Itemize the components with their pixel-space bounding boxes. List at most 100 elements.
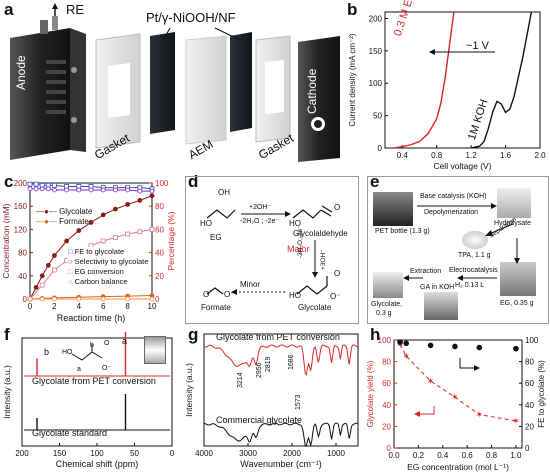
reaction-scheme xyxy=(206,205,333,295)
formate-ominus: O⁻ xyxy=(224,290,235,299)
ytick-label-b: 0 xyxy=(378,144,383,153)
indicator-arrow-right-h xyxy=(459,358,474,369)
point-c-3 xyxy=(39,186,45,192)
point-c-0 xyxy=(64,238,69,244)
point-c-0 xyxy=(52,253,57,258)
formate-o: O xyxy=(203,290,210,299)
peak-b-label: b xyxy=(44,347,50,357)
point-c-5 xyxy=(125,296,130,302)
re-label: RE xyxy=(66,2,85,17)
ytick-label-h: 40 xyxy=(382,401,391,410)
extraction-label: Extraction xyxy=(410,268,442,275)
xtick-label-c: 6 xyxy=(101,302,106,311)
xtick-label-h: 0.8 xyxy=(486,451,498,460)
point-h-1 xyxy=(403,340,409,347)
point-c-3 xyxy=(113,187,118,193)
electrolyzer-diagram xyxy=(10,3,340,162)
chart-h: 0.0 0.2 0.4 0.6 0.8 1.00204060801000204060801… xyxy=(366,336,546,472)
ytick-right-label-c: 80 xyxy=(155,202,164,211)
xtick-label-c: 2 xyxy=(52,302,57,311)
panel-label-g: g xyxy=(188,325,199,344)
ytick-right-label-c: 60 xyxy=(155,225,164,234)
xtick-label-g: 2000 xyxy=(283,449,301,458)
gly-ho: HO xyxy=(289,219,301,228)
series-line-g-0 xyxy=(203,344,359,376)
ytick-right-label-c: 40 xyxy=(155,249,164,258)
ga-koh-photo xyxy=(424,292,458,320)
ytick-right-label-c: 20 xyxy=(155,272,164,281)
ytick-label-h: 0 xyxy=(387,444,392,453)
xtick-label-h: 0.4 xyxy=(437,451,449,460)
xtick-label-b: 2.0 xyxy=(534,151,546,160)
major-label: Major xyxy=(287,244,310,254)
ytick-right-label-c: 0 xyxy=(155,295,160,304)
ir-peak-2956: 2956 xyxy=(256,362,263,378)
point-h-0: ✶ xyxy=(476,410,484,420)
xtick-label-g: 3000 xyxy=(239,449,257,458)
process-box xyxy=(367,176,549,324)
xtick-label-f: 150 xyxy=(53,449,67,458)
ytick-label-b: 50 xyxy=(373,112,382,121)
chart-c: 0 2 4 6 8 1004080120160200020406080100Reactio… xyxy=(1,179,176,323)
panel-label-d: d xyxy=(188,172,199,191)
point-c-4 xyxy=(149,227,155,232)
glycolate-out-label: Glycolate, xyxy=(371,301,403,308)
xtick-label-f: 0 xyxy=(170,449,175,458)
ytick-label-b: 200 xyxy=(369,14,383,23)
xtick-label-h: 0.0 xyxy=(388,451,400,460)
depolymerization: Depolymerization xyxy=(424,209,479,216)
panel-label-e: e xyxy=(370,172,380,191)
ytick-label-c: 160 xyxy=(14,202,28,211)
mol-o: O xyxy=(104,340,110,347)
chart-f: 200 150 100 50 0 Chemical shift (ppm) Intensit… xyxy=(2,332,175,469)
indicator-arrowhead-right-h xyxy=(474,365,480,371)
ylabel-b: Current density (mA cm⁻²) xyxy=(348,33,357,126)
step2-right: +3OH⁻ xyxy=(320,249,327,270)
xlabel-c: Reaction time (h) xyxy=(57,313,126,323)
ir-peak-3214: 3214 xyxy=(237,372,244,388)
mol-a: a xyxy=(77,366,81,373)
xlabel-b: Cell voltage (V) xyxy=(433,161,491,171)
point-c-3 xyxy=(149,188,155,194)
glycolate-structure-f xyxy=(71,351,103,361)
point-c-5 xyxy=(39,296,45,302)
xtick-label-f: 50 xyxy=(130,449,139,458)
glycolate-photo xyxy=(373,272,403,298)
indicator-arrow-left-h xyxy=(420,406,435,415)
ytick-label-h: 60 xyxy=(382,379,391,388)
hydrolysate-photo xyxy=(497,188,531,218)
panel-label-f: f xyxy=(4,325,10,344)
point-h-0: ✶ xyxy=(427,376,435,386)
formate-label: Formate xyxy=(201,303,231,312)
ytick-right-label-h: 20 xyxy=(525,422,534,431)
ytick-right-label-h: 80 xyxy=(525,358,534,367)
xtick-label-h: 0.2 xyxy=(413,451,425,460)
pet-bottle-photo xyxy=(373,192,413,226)
tpa-photo xyxy=(462,231,488,249)
point-h-0: ✶ xyxy=(451,392,459,402)
step2-left: -2H₂O;-2e⁻ xyxy=(297,225,304,258)
eg-oh: OH xyxy=(218,188,230,197)
legend-formate: —●— Formate xyxy=(36,217,89,226)
point-c-3 xyxy=(45,186,51,192)
series-line-b-1 xyxy=(470,11,533,149)
point-h-1 xyxy=(476,344,483,351)
tpa-label: TPA, 1.1 g xyxy=(458,252,491,259)
panel-label-a: a xyxy=(4,0,14,19)
minor-label: Minor xyxy=(240,280,261,289)
point-h-1 xyxy=(452,343,458,350)
base-catalysis: Base catalysis (KOH) xyxy=(420,193,487,200)
point-c-4 xyxy=(113,235,118,240)
eg-photo xyxy=(500,262,536,296)
point-c-0 xyxy=(125,202,130,207)
gly-o: O xyxy=(334,203,341,212)
ir-peak-1573: 1573 xyxy=(295,394,302,410)
series-line-b-0 xyxy=(393,11,455,149)
ylabel-right-h: FE to glycolate (%) xyxy=(537,360,546,428)
point-h-1 xyxy=(397,339,403,345)
xlabel-h: EG concentration (mol L⁻¹) xyxy=(407,462,509,472)
ytick-right-label-h: 40 xyxy=(525,401,534,410)
scheme-box xyxy=(185,176,359,324)
ytick-label-c: 120 xyxy=(14,225,28,234)
point-c-2 xyxy=(33,181,39,187)
